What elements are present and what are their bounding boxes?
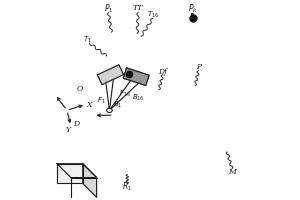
Text: P: P <box>196 63 201 71</box>
Text: D: D <box>73 120 79 128</box>
Text: TT: TT <box>133 4 143 12</box>
Text: $B_1$: $B_1$ <box>113 100 122 110</box>
Text: $T_{16}$: $T_{16}$ <box>147 9 159 20</box>
Polygon shape <box>83 164 97 197</box>
Text: $P_k$: $P_k$ <box>188 2 197 15</box>
Text: M: M <box>228 168 236 176</box>
Text: $R_1$: $R_1$ <box>122 180 132 193</box>
Text: $P_1$: $P_1$ <box>104 2 113 15</box>
Text: $F_{16}$: $F_{16}$ <box>119 88 131 99</box>
Polygon shape <box>57 164 83 183</box>
Text: $B_{16}$: $B_{16}$ <box>132 92 145 103</box>
Polygon shape <box>123 68 149 86</box>
Text: Df: Df <box>158 68 167 76</box>
Text: O: O <box>77 85 83 93</box>
Text: X: X <box>87 101 92 109</box>
Text: $F_1$: $F_1$ <box>97 95 106 106</box>
Text: Y: Y <box>65 126 70 134</box>
Ellipse shape <box>107 108 112 112</box>
Polygon shape <box>57 164 97 178</box>
Polygon shape <box>98 65 124 85</box>
Text: $T_1$: $T_1$ <box>83 35 92 45</box>
